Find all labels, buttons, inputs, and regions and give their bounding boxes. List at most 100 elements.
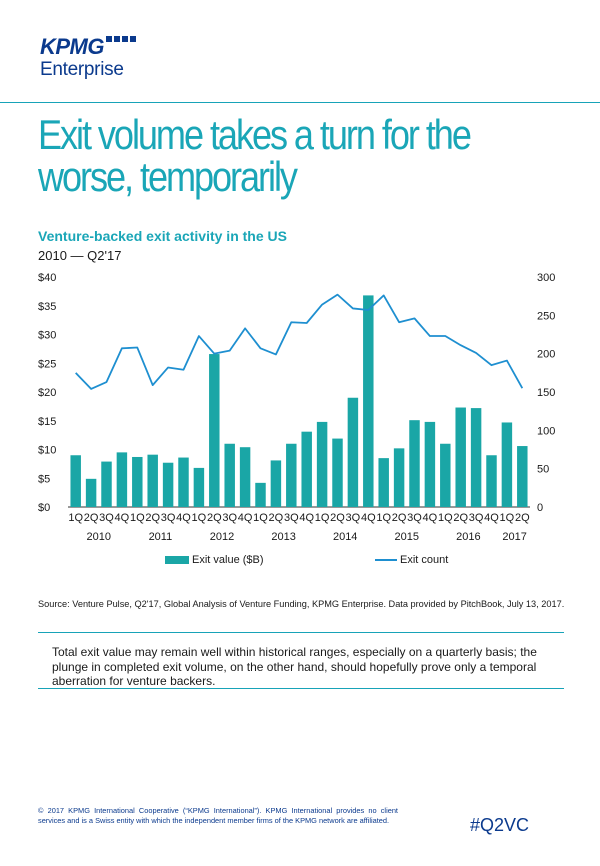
exit-value-bar bbox=[85, 478, 97, 507]
y-right-tick-label: 100 bbox=[537, 425, 555, 437]
exit-value-bar bbox=[363, 295, 374, 507]
exit-value-bar bbox=[255, 482, 266, 507]
exit-value-bar bbox=[501, 422, 513, 507]
legend-bar-swatch bbox=[165, 556, 189, 564]
exit-value-bar bbox=[470, 408, 482, 507]
x-quarter-tick-label: 2Q bbox=[453, 512, 468, 524]
x-quarter-tick-label: 3Q bbox=[222, 512, 237, 524]
x-year-tick-label: 2017 bbox=[502, 531, 526, 543]
x-quarter-tick-label: 3Q bbox=[407, 512, 422, 524]
exit-value-bar bbox=[378, 458, 389, 507]
x-quarter-tick-label: 4Q bbox=[361, 512, 376, 524]
exit-value-bar bbox=[316, 421, 328, 507]
y-right-tick-label: 200 bbox=[537, 349, 555, 361]
exit-value-bar bbox=[209, 354, 220, 507]
commentary-note: Total exit value may remain well within … bbox=[52, 645, 537, 688]
exit-value-bar bbox=[347, 397, 359, 507]
page-headline: Exit volume takes a turn for the worse, … bbox=[38, 111, 472, 200]
note-top-rule bbox=[38, 632, 564, 633]
x-quarter-tick-label: 2Q bbox=[145, 512, 160, 524]
legend-exit-count-label: Exit count bbox=[400, 554, 449, 566]
y-left-tick-label: $5 bbox=[38, 473, 50, 485]
x-quarter-tick-label: 3Q bbox=[469, 512, 484, 524]
x-quarter-tick-label: 3Q bbox=[161, 512, 176, 524]
x-quarter-tick-label: 1Q bbox=[500, 512, 515, 524]
exit-value-bar bbox=[70, 455, 81, 507]
y-left-tick-label: $30 bbox=[38, 330, 56, 342]
x-year-tick-label: 2015 bbox=[395, 531, 419, 543]
exit-value-bar bbox=[162, 462, 174, 507]
x-year-tick-label: 2014 bbox=[333, 531, 357, 543]
exit-value-bar bbox=[517, 446, 528, 507]
exit-value-bar bbox=[178, 457, 189, 507]
legend-exit-value: Exit value ($B) bbox=[165, 554, 264, 566]
y-right-tick-label: 0 bbox=[537, 502, 543, 514]
x-quarter-tick-label: 1Q bbox=[68, 512, 83, 524]
exit-value-bar bbox=[332, 438, 343, 507]
x-quarter-tick-label: 3Q bbox=[346, 512, 361, 524]
x-quarter-tick-label: 2Q bbox=[515, 512, 530, 524]
x-quarter-tick-label: 2Q bbox=[84, 512, 99, 524]
y-right-tick-label: 50 bbox=[537, 464, 549, 476]
exit-value-bar bbox=[193, 467, 205, 507]
exit-value-bar bbox=[224, 443, 235, 507]
y-left-tick-label: $40 bbox=[38, 272, 56, 284]
footer-hashtag: #Q2VC bbox=[470, 815, 530, 835]
x-quarter-tick-label: 4Q bbox=[299, 512, 314, 524]
x-quarter-tick-label: 4Q bbox=[115, 512, 130, 524]
x-quarter-tick-label: 4Q bbox=[176, 512, 191, 524]
x-quarter-tick-label: 3Q bbox=[284, 512, 299, 524]
source-note: Source: Venture Pulse, Q2'17, Global Ana… bbox=[38, 599, 565, 609]
x-year-tick-label: 2010 bbox=[87, 531, 111, 543]
x-quarter-tick-label: 1Q bbox=[253, 512, 268, 524]
x-quarter-tick-label: 1Q bbox=[315, 512, 330, 524]
exit-value-bar bbox=[455, 407, 466, 507]
y-left-tick-label: $0 bbox=[38, 502, 50, 514]
chart-subtitle: 2010 — Q2'17 bbox=[38, 248, 122, 263]
y-right-tick-label: 150 bbox=[537, 387, 555, 399]
x-quarter-tick-label: 4Q bbox=[484, 512, 499, 524]
exit-value-bar bbox=[440, 443, 451, 507]
x-year-tick-label: 2016 bbox=[456, 531, 480, 543]
x-quarter-tick-label: 2Q bbox=[330, 512, 345, 524]
legend-exit-value-label: Exit value ($B) bbox=[192, 554, 264, 566]
y-right-tick-label: 250 bbox=[537, 310, 555, 322]
x-quarter-tick-label: 1Q bbox=[376, 512, 391, 524]
exit-value-bar bbox=[147, 454, 158, 507]
y-left-tick-label: $25 bbox=[38, 358, 56, 370]
exit-count-line bbox=[75, 293, 524, 390]
exit-value-bar bbox=[116, 452, 128, 507]
y-left-tick-label: $15 bbox=[38, 416, 56, 428]
x-quarter-tick-label: 4Q bbox=[238, 512, 253, 524]
y-right-tick-label: 300 bbox=[537, 272, 555, 284]
exit-value-bar bbox=[132, 456, 143, 507]
x-quarter-tick-label: 1Q bbox=[438, 512, 453, 524]
x-year-tick-label: 2012 bbox=[210, 531, 234, 543]
note-bottom-rule bbox=[38, 688, 564, 689]
exit-value-bar bbox=[270, 460, 282, 507]
x-quarter-tick-label: 2Q bbox=[207, 512, 222, 524]
exit-value-bar bbox=[301, 431, 312, 507]
x-quarter-tick-label: 1Q bbox=[130, 512, 145, 524]
y-left-tick-label: $10 bbox=[38, 445, 56, 457]
x-quarter-tick-label: 3Q bbox=[99, 512, 114, 524]
y-left-tick-label: $35 bbox=[38, 301, 56, 313]
exit-value-bar bbox=[409, 420, 420, 507]
exit-value-bar bbox=[424, 421, 436, 507]
exit-value-bar bbox=[486, 455, 497, 507]
exit-value-bar bbox=[393, 448, 405, 507]
x-year-tick-label: 2013 bbox=[271, 531, 295, 543]
x-quarter-tick-label: 2Q bbox=[269, 512, 284, 524]
y-left-tick-label: $20 bbox=[38, 387, 56, 399]
legend-exit-count: Exit count bbox=[375, 554, 448, 566]
x-quarter-tick-label: 1Q bbox=[192, 512, 207, 524]
logo-boxes-icon bbox=[106, 36, 136, 42]
exit-value-bar bbox=[286, 443, 297, 507]
exit-activity-chart: $0 $5 $10 $15 $20 $25 $30 $35 $40 0 50 100 150 200 250… bbox=[38, 272, 555, 543]
x-year-tick-label: 2011 bbox=[149, 531, 173, 543]
logo-sub: Enterprise bbox=[40, 59, 124, 80]
kpmg-enterprise-logo: KPMG Enterprise bbox=[40, 36, 136, 80]
x-quarter-tick-label: 4Q bbox=[423, 512, 438, 524]
chart-legend: Exit value ($B) Exit count bbox=[0, 554, 600, 570]
chart-title: Venture-backed exit activity in the US bbox=[38, 228, 287, 244]
